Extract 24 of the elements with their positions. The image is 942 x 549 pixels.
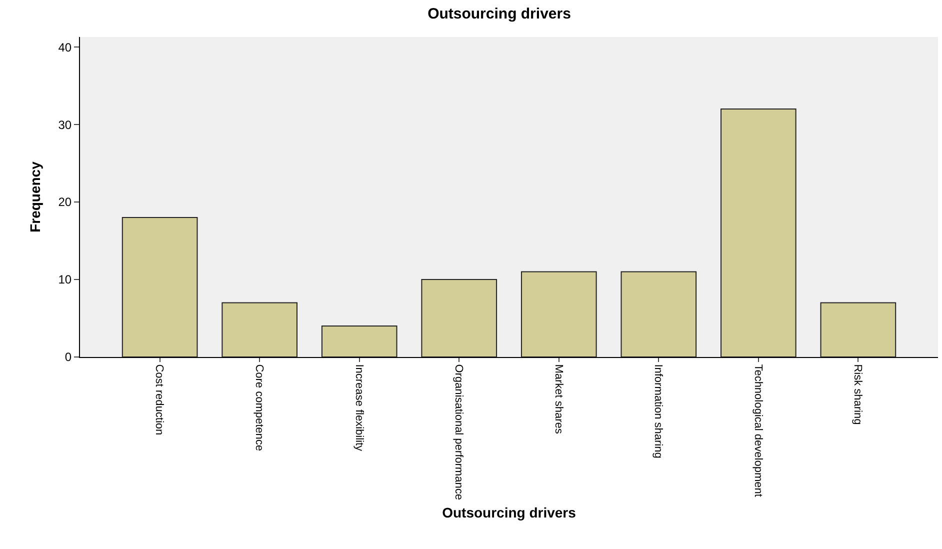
x-tick-label: Technological development bbox=[752, 364, 764, 497]
x-axis-title: Outsourcing drivers bbox=[442, 504, 576, 520]
x-tick-label: Cost reduction bbox=[153, 364, 166, 436]
bar bbox=[520, 271, 597, 357]
y-tick-label: 20 bbox=[58, 195, 72, 210]
bar bbox=[321, 326, 398, 357]
bar bbox=[720, 108, 796, 357]
x-tick-label: Market shares bbox=[552, 364, 564, 434]
y-axis-title: Frequency bbox=[26, 161, 43, 232]
x-tick-label: Information sharing bbox=[652, 364, 664, 458]
y-tick-label: 40 bbox=[58, 40, 72, 54]
y-tick-label: 0 bbox=[64, 350, 72, 364]
chart-title: Outsourcing drivers bbox=[428, 6, 571, 23]
x-tick-label: Organisational performance bbox=[452, 364, 465, 500]
bar bbox=[820, 302, 896, 357]
x-tick-label: Core competence bbox=[253, 364, 266, 452]
x-tick-label: Risk sharing bbox=[852, 364, 864, 425]
bar bbox=[620, 271, 697, 357]
bar bbox=[122, 217, 198, 357]
bar bbox=[222, 302, 298, 357]
bar bbox=[421, 279, 498, 357]
x-tick-label: Increase flexibility bbox=[352, 364, 365, 452]
y-tick-label: 30 bbox=[58, 118, 72, 132]
y-tick-label: 10 bbox=[58, 272, 72, 287]
